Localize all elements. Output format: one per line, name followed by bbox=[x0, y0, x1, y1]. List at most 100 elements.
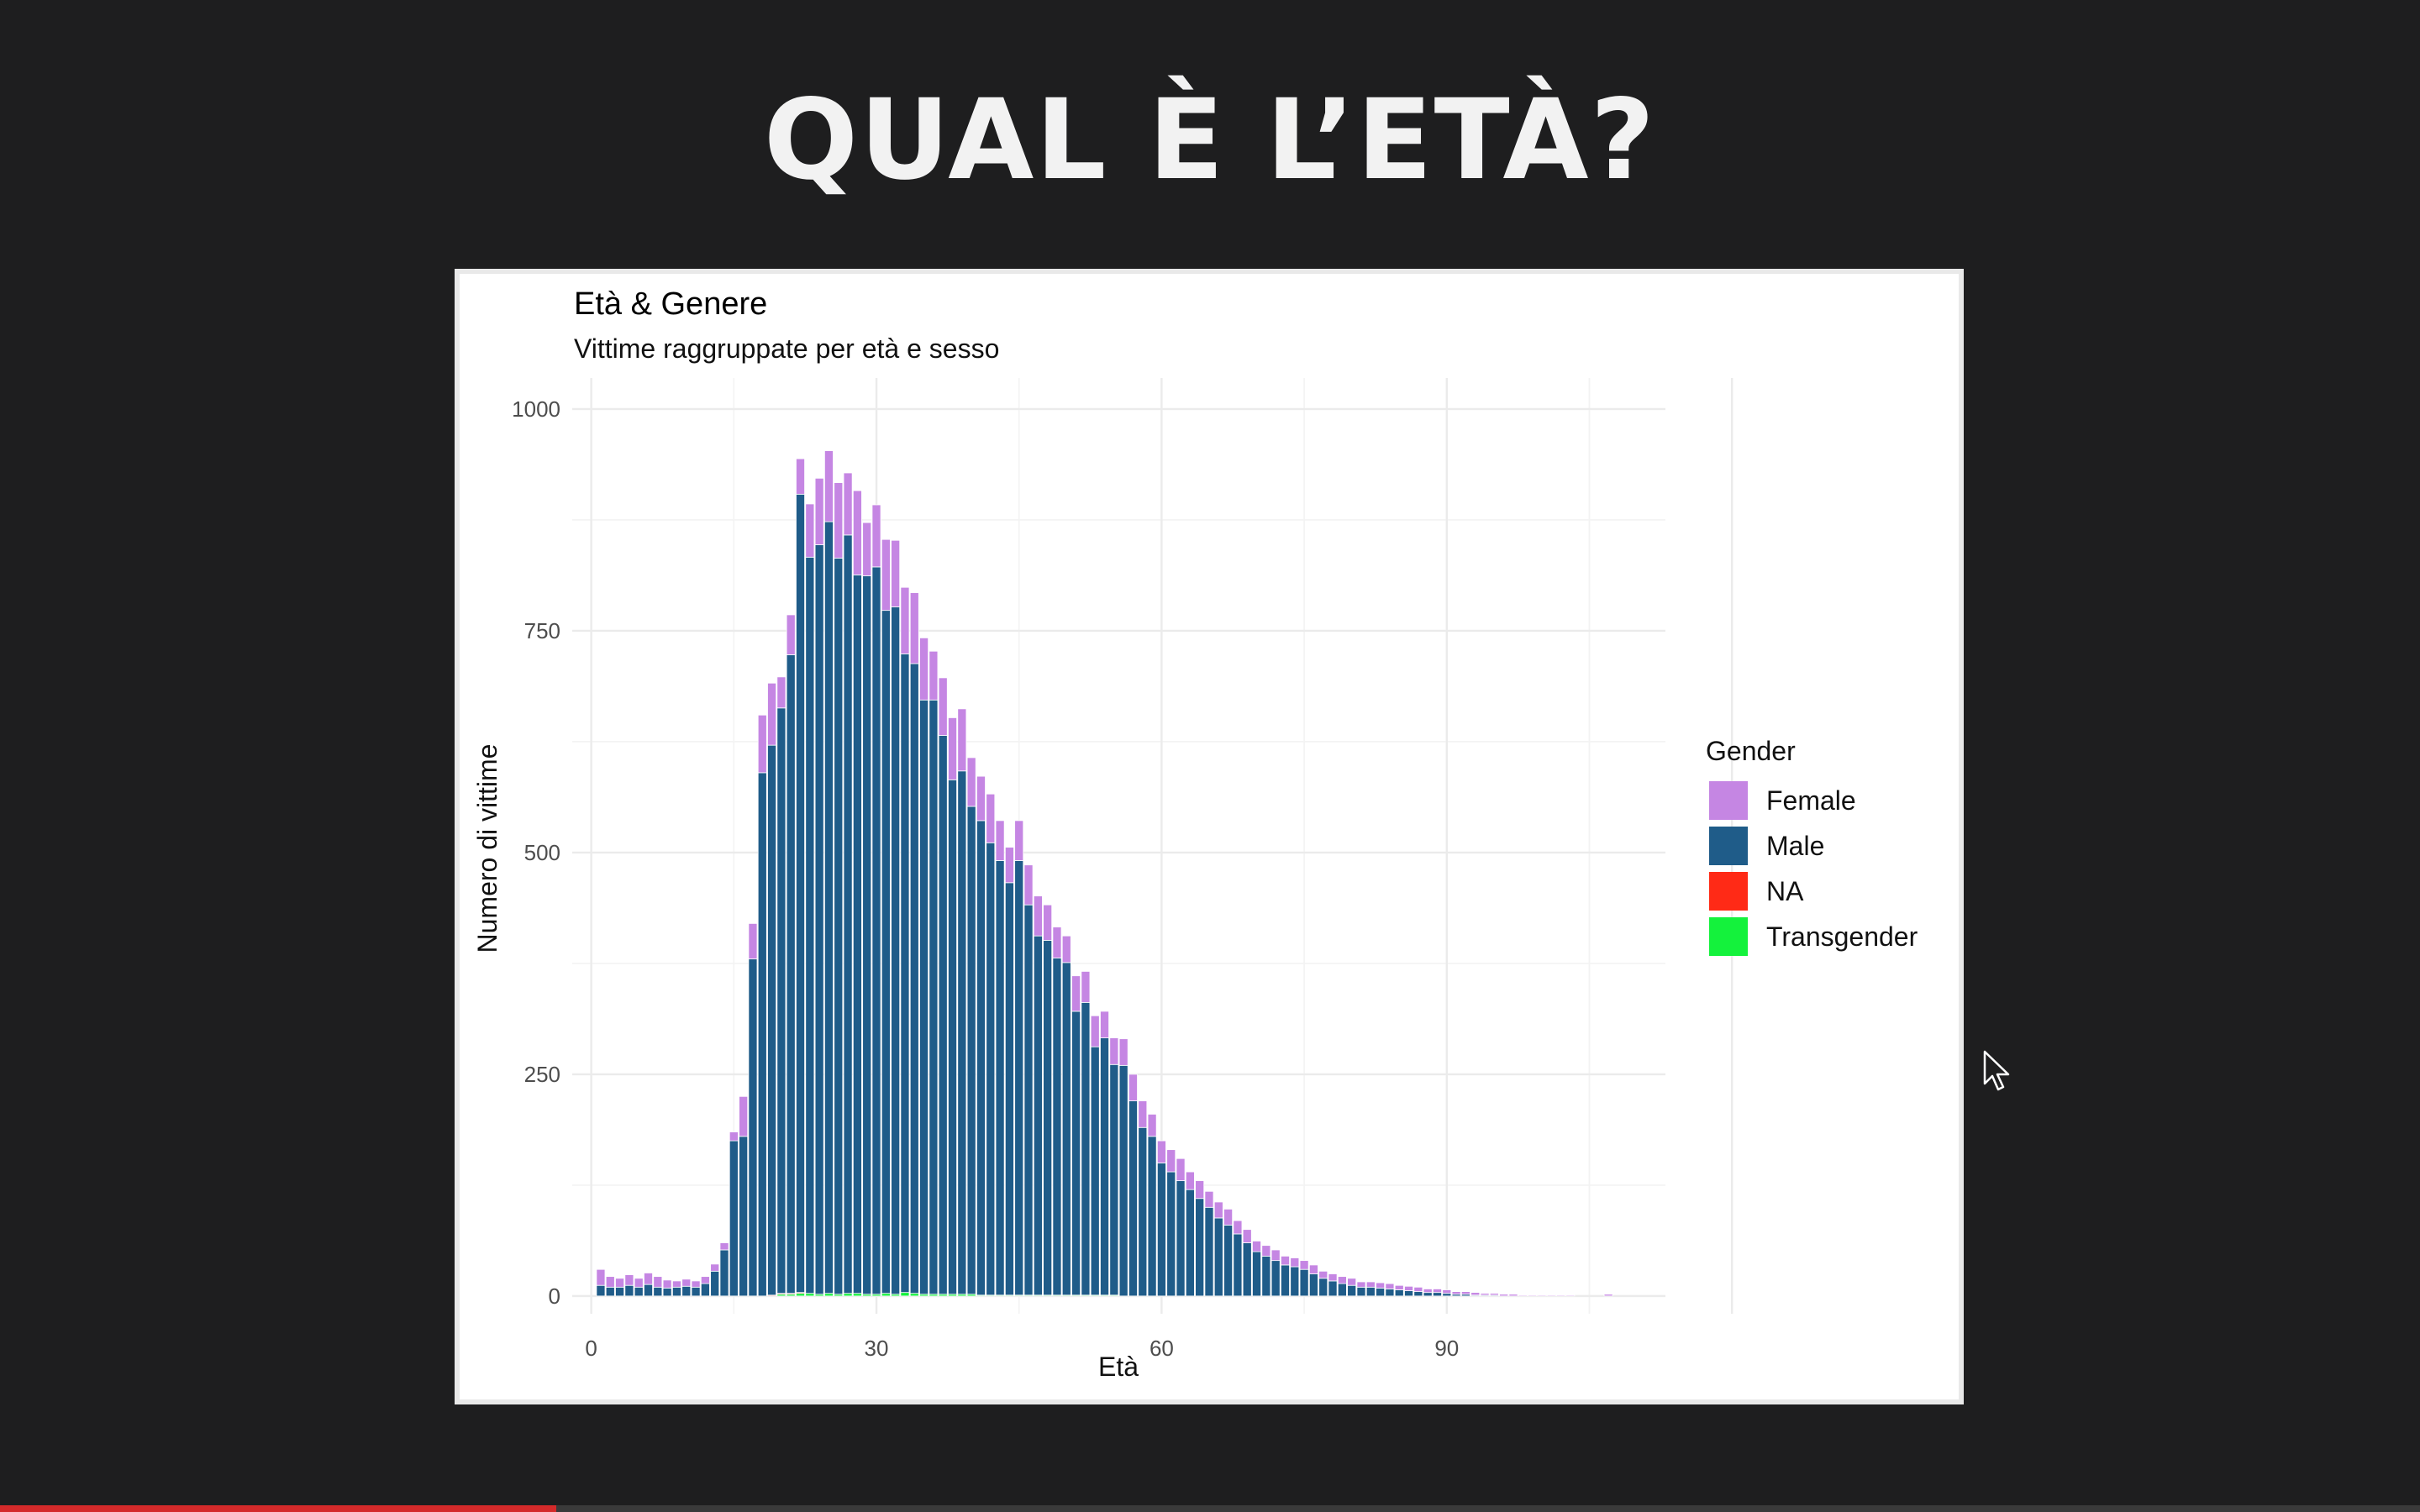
bar-female bbox=[1528, 1294, 1538, 1297]
bar-female bbox=[1433, 1289, 1442, 1294]
bar-female bbox=[938, 677, 948, 736]
x-tick-label: 90 bbox=[1434, 1336, 1459, 1361]
axes: 0 30 60 90 0 250 500 750 1000 bbox=[512, 396, 1459, 1361]
bar-male bbox=[995, 860, 1005, 1296]
bar-male bbox=[1365, 1286, 1376, 1297]
bar-female bbox=[1033, 895, 1043, 937]
bar-male bbox=[1213, 1217, 1223, 1297]
bar-male bbox=[881, 610, 891, 1294]
bar-male bbox=[1185, 1189, 1195, 1297]
bar-female bbox=[919, 637, 929, 701]
bar-female bbox=[700, 1276, 710, 1284]
bar-female bbox=[1052, 927, 1062, 958]
legend-label: Transgender bbox=[1766, 921, 1918, 952]
bar-female bbox=[862, 522, 872, 576]
bar-female bbox=[1290, 1257, 1300, 1268]
bar-male bbox=[1195, 1198, 1205, 1297]
bar-male bbox=[596, 1284, 606, 1297]
bar-female bbox=[729, 1131, 739, 1142]
legend: Gender Female Male NA Transgender bbox=[1706, 736, 1918, 956]
bar-female bbox=[1328, 1273, 1338, 1282]
bar-female bbox=[739, 1095, 749, 1137]
bar-female bbox=[1176, 1158, 1186, 1182]
bar-female bbox=[1081, 971, 1091, 1003]
bar-male bbox=[1385, 1289, 1395, 1297]
bar-male bbox=[671, 1286, 681, 1297]
bar-female bbox=[767, 682, 777, 746]
bar-female bbox=[1480, 1293, 1490, 1296]
bar-male bbox=[786, 654, 796, 1294]
bar-male bbox=[938, 735, 948, 1295]
bar-female bbox=[596, 1268, 606, 1286]
bar-female bbox=[1204, 1190, 1214, 1208]
bar-female bbox=[1223, 1209, 1234, 1226]
bar-female bbox=[1299, 1260, 1309, 1270]
bar-female bbox=[1518, 1294, 1528, 1297]
bar-female bbox=[1242, 1229, 1252, 1243]
legend-label: Female bbox=[1766, 785, 1856, 816]
bar-male bbox=[1261, 1255, 1271, 1297]
bar-female bbox=[1270, 1249, 1281, 1262]
bar-female bbox=[1166, 1149, 1176, 1173]
bar-male bbox=[653, 1286, 663, 1297]
bar-male bbox=[1328, 1280, 1338, 1297]
bar-female bbox=[909, 592, 919, 664]
bar-male bbox=[767, 744, 777, 1296]
mouse-pointer-icon bbox=[1983, 1050, 2010, 1091]
bar-female bbox=[1261, 1245, 1271, 1257]
bar-male bbox=[605, 1286, 615, 1297]
bar-female bbox=[1233, 1220, 1243, 1235]
slide-title: QUAL È L’ETÀ? bbox=[763, 76, 1657, 205]
bar-male bbox=[834, 557, 844, 1295]
bar-male bbox=[948, 779, 957, 1295]
bar-male bbox=[1204, 1206, 1214, 1297]
bar-male bbox=[748, 958, 758, 1297]
bar-female bbox=[1043, 904, 1053, 941]
bar-female bbox=[1546, 1294, 1556, 1297]
video-progress-bar[interactable] bbox=[0, 1505, 2420, 1512]
bar-female bbox=[871, 504, 881, 568]
x-axis-label: Età bbox=[1098, 1352, 1139, 1382]
bar-male bbox=[1023, 904, 1034, 1296]
bar-transgender bbox=[909, 1293, 919, 1297]
bar-male bbox=[871, 566, 881, 1295]
bar-female bbox=[662, 1279, 672, 1289]
bar-male bbox=[1156, 1163, 1166, 1297]
y-tick-label: 500 bbox=[524, 840, 560, 865]
bar-female bbox=[786, 614, 796, 655]
y-tick-label: 0 bbox=[549, 1284, 560, 1309]
bar-male bbox=[681, 1285, 692, 1297]
bar-female bbox=[1451, 1291, 1461, 1295]
bar-male bbox=[1118, 1064, 1128, 1297]
bar-male bbox=[634, 1286, 644, 1297]
bar-male bbox=[1270, 1260, 1281, 1297]
bar-male bbox=[1109, 1063, 1119, 1296]
bar-female bbox=[1100, 1011, 1109, 1039]
bar-female bbox=[1147, 1114, 1157, 1137]
bar-male bbox=[919, 699, 929, 1295]
bar-male bbox=[644, 1284, 653, 1297]
bar-female bbox=[1423, 1289, 1433, 1294]
bar-female bbox=[1071, 975, 1081, 1012]
bar-female bbox=[691, 1280, 701, 1288]
bar-female bbox=[1185, 1171, 1195, 1190]
bar-male bbox=[891, 606, 901, 1295]
bar-female bbox=[615, 1278, 625, 1288]
bar-male bbox=[1347, 1284, 1357, 1297]
bar-male bbox=[1433, 1292, 1442, 1297]
bar-transgender bbox=[823, 1293, 834, 1297]
bar-female bbox=[814, 477, 824, 545]
bar-female bbox=[966, 757, 976, 807]
bar-female bbox=[1138, 1100, 1148, 1128]
legend-label: NA bbox=[1766, 876, 1804, 906]
bar-male bbox=[986, 842, 996, 1296]
y-tick-label: 750 bbox=[524, 618, 560, 643]
bar-male bbox=[691, 1286, 701, 1297]
bar-female bbox=[1442, 1289, 1452, 1294]
bar-male bbox=[1176, 1180, 1186, 1297]
bar-male bbox=[1290, 1266, 1300, 1297]
bars bbox=[596, 450, 1613, 1297]
bar-female bbox=[1118, 1038, 1128, 1066]
bar-female bbox=[1252, 1241, 1261, 1252]
bar-female bbox=[1404, 1285, 1414, 1291]
